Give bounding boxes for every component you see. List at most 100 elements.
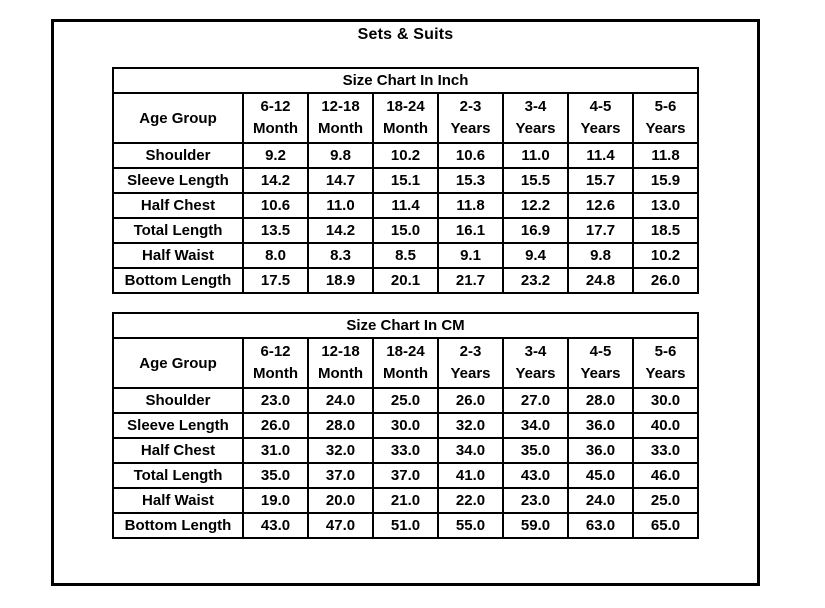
value-cell: 15.5 [502, 167, 569, 194]
value-cell: 30.0 [632, 387, 699, 414]
value-cell: 10.2 [372, 142, 439, 169]
value-cell: 18.5 [632, 217, 699, 244]
value-cell: 17.5 [242, 267, 309, 294]
age-group-header: Age Group [112, 337, 244, 389]
row-label: Sleeve Length [112, 412, 244, 439]
column-header-line2: Years [645, 120, 686, 137]
row-label: Bottom Length [112, 512, 244, 539]
column-header-line2: Month [383, 120, 428, 137]
column-header-line2: Years [645, 365, 686, 382]
column-header-line2: Month [318, 120, 363, 137]
value-cell: 59.0 [502, 512, 569, 539]
row-label: Shoulder [112, 387, 244, 414]
value-cell: 28.0 [307, 412, 374, 439]
column-header: 2-3 Years [437, 337, 504, 389]
column-header-line1: 4-5 [589, 98, 612, 115]
column-header-line1: 6-12 [260, 343, 291, 360]
value-cell: 15.0 [372, 217, 439, 244]
row-label: Half Chest [112, 437, 244, 464]
row-label: Half Waist [112, 242, 244, 269]
value-cell: 15.3 [437, 167, 504, 194]
size-chart-cm-table: Size Chart In CM Age Group 6-12 Month 12-18… [112, 312, 699, 539]
value-cell: 26.0 [437, 387, 504, 414]
value-cell: 32.0 [437, 412, 504, 439]
column-header: 6-12 Month [242, 337, 309, 389]
value-cell: 36.0 [567, 412, 634, 439]
table-header-row: Age Group 6-12 Month 12-18 Month 18-24 Month 2-… [112, 92, 699, 144]
value-cell: 30.0 [372, 412, 439, 439]
value-cell: 26.0 [632, 267, 699, 294]
row-label: Total Length [112, 462, 244, 489]
value-cell: 26.0 [242, 412, 309, 439]
value-cell: 16.9 [502, 217, 569, 244]
column-header-line1: 5-6 [654, 98, 677, 115]
column-header-line2: Month [253, 120, 298, 137]
column-header-line1: 18-24 [386, 343, 425, 360]
value-cell: 11.0 [502, 142, 569, 169]
age-group-header: Age Group [112, 92, 244, 144]
row-label: Total Length [112, 217, 244, 244]
row-label: Bottom Length [112, 267, 244, 294]
column-header: 12-18 Month [307, 337, 374, 389]
value-cell: 33.0 [632, 437, 699, 464]
column-header: 5-6 Years [632, 337, 699, 389]
table-row: Sleeve Length 26.0 28.0 30.0 32.0 34.0 36.0 40.… [112, 412, 699, 439]
value-cell: 41.0 [437, 462, 504, 489]
value-cell: 18.9 [307, 267, 374, 294]
value-cell: 19.0 [242, 487, 309, 514]
value-cell: 23.2 [502, 267, 569, 294]
value-cell: 12.2 [502, 192, 569, 219]
column-header: 3-4 Years [502, 92, 569, 144]
value-cell: 36.0 [567, 437, 634, 464]
value-cell: 25.0 [372, 387, 439, 414]
value-cell: 46.0 [632, 462, 699, 489]
column-header-line2: Years [515, 365, 556, 382]
value-cell: 15.9 [632, 167, 699, 194]
table-title-row: Size Chart In Inch [112, 67, 699, 94]
column-header-line1: 6-12 [260, 98, 291, 115]
value-cell: 12.6 [567, 192, 634, 219]
column-header-line1: 5-6 [654, 343, 677, 360]
column-header: 6-12 Month [242, 92, 309, 144]
table-row: Sleeve Length 14.2 14.7 15.1 15.3 15.5 15.7 15.… [112, 167, 699, 194]
table-row: Shoulder 9.2 9.8 10.2 10.6 11.0 11.4 11.8 [112, 142, 699, 169]
column-header-line2: Years [515, 120, 556, 137]
column-header-line1: 18-24 [386, 98, 425, 115]
column-header-line1: 4-5 [589, 343, 612, 360]
table-row: Shoulder 23.0 24.0 25.0 26.0 27.0 28.0 30.0 [112, 387, 699, 414]
row-label: Half Waist [112, 487, 244, 514]
value-cell: 10.6 [437, 142, 504, 169]
column-header-line1: 12-18 [321, 98, 360, 115]
value-cell: 9.8 [567, 242, 634, 269]
table-row: Total Length 35.0 37.0 37.0 41.0 43.0 45.0 46.0 [112, 462, 699, 489]
value-cell: 8.3 [307, 242, 374, 269]
value-cell: 65.0 [632, 512, 699, 539]
value-cell: 17.7 [567, 217, 634, 244]
value-cell: 51.0 [372, 512, 439, 539]
table-row: Half Chest 31.0 32.0 33.0 34.0 35.0 36.0 33.0 [112, 437, 699, 464]
row-label: Sleeve Length [112, 167, 244, 194]
value-cell: 43.0 [502, 462, 569, 489]
value-cell: 11.4 [372, 192, 439, 219]
value-cell: 34.0 [437, 437, 504, 464]
value-cell: 21.0 [372, 487, 439, 514]
value-cell: 35.0 [502, 437, 569, 464]
value-cell: 22.0 [437, 487, 504, 514]
value-cell: 25.0 [632, 487, 699, 514]
value-cell: 20.1 [372, 267, 439, 294]
value-cell: 45.0 [567, 462, 634, 489]
column-header-line1: 3-4 [524, 98, 547, 115]
column-header-line2: Month [383, 365, 428, 382]
column-header: 5-6 Years [632, 92, 699, 144]
table-title: Size Chart In Inch [112, 67, 699, 94]
value-cell: 13.5 [242, 217, 309, 244]
column-header: 4-5 Years [567, 337, 634, 389]
value-cell: 10.2 [632, 242, 699, 269]
value-cell: 34.0 [502, 412, 569, 439]
value-cell: 11.8 [632, 142, 699, 169]
value-cell: 35.0 [242, 462, 309, 489]
table-row: Half Waist 19.0 20.0 21.0 22.0 23.0 24.0 25.0 [112, 487, 699, 514]
value-cell: 8.5 [372, 242, 439, 269]
value-cell: 9.2 [242, 142, 309, 169]
